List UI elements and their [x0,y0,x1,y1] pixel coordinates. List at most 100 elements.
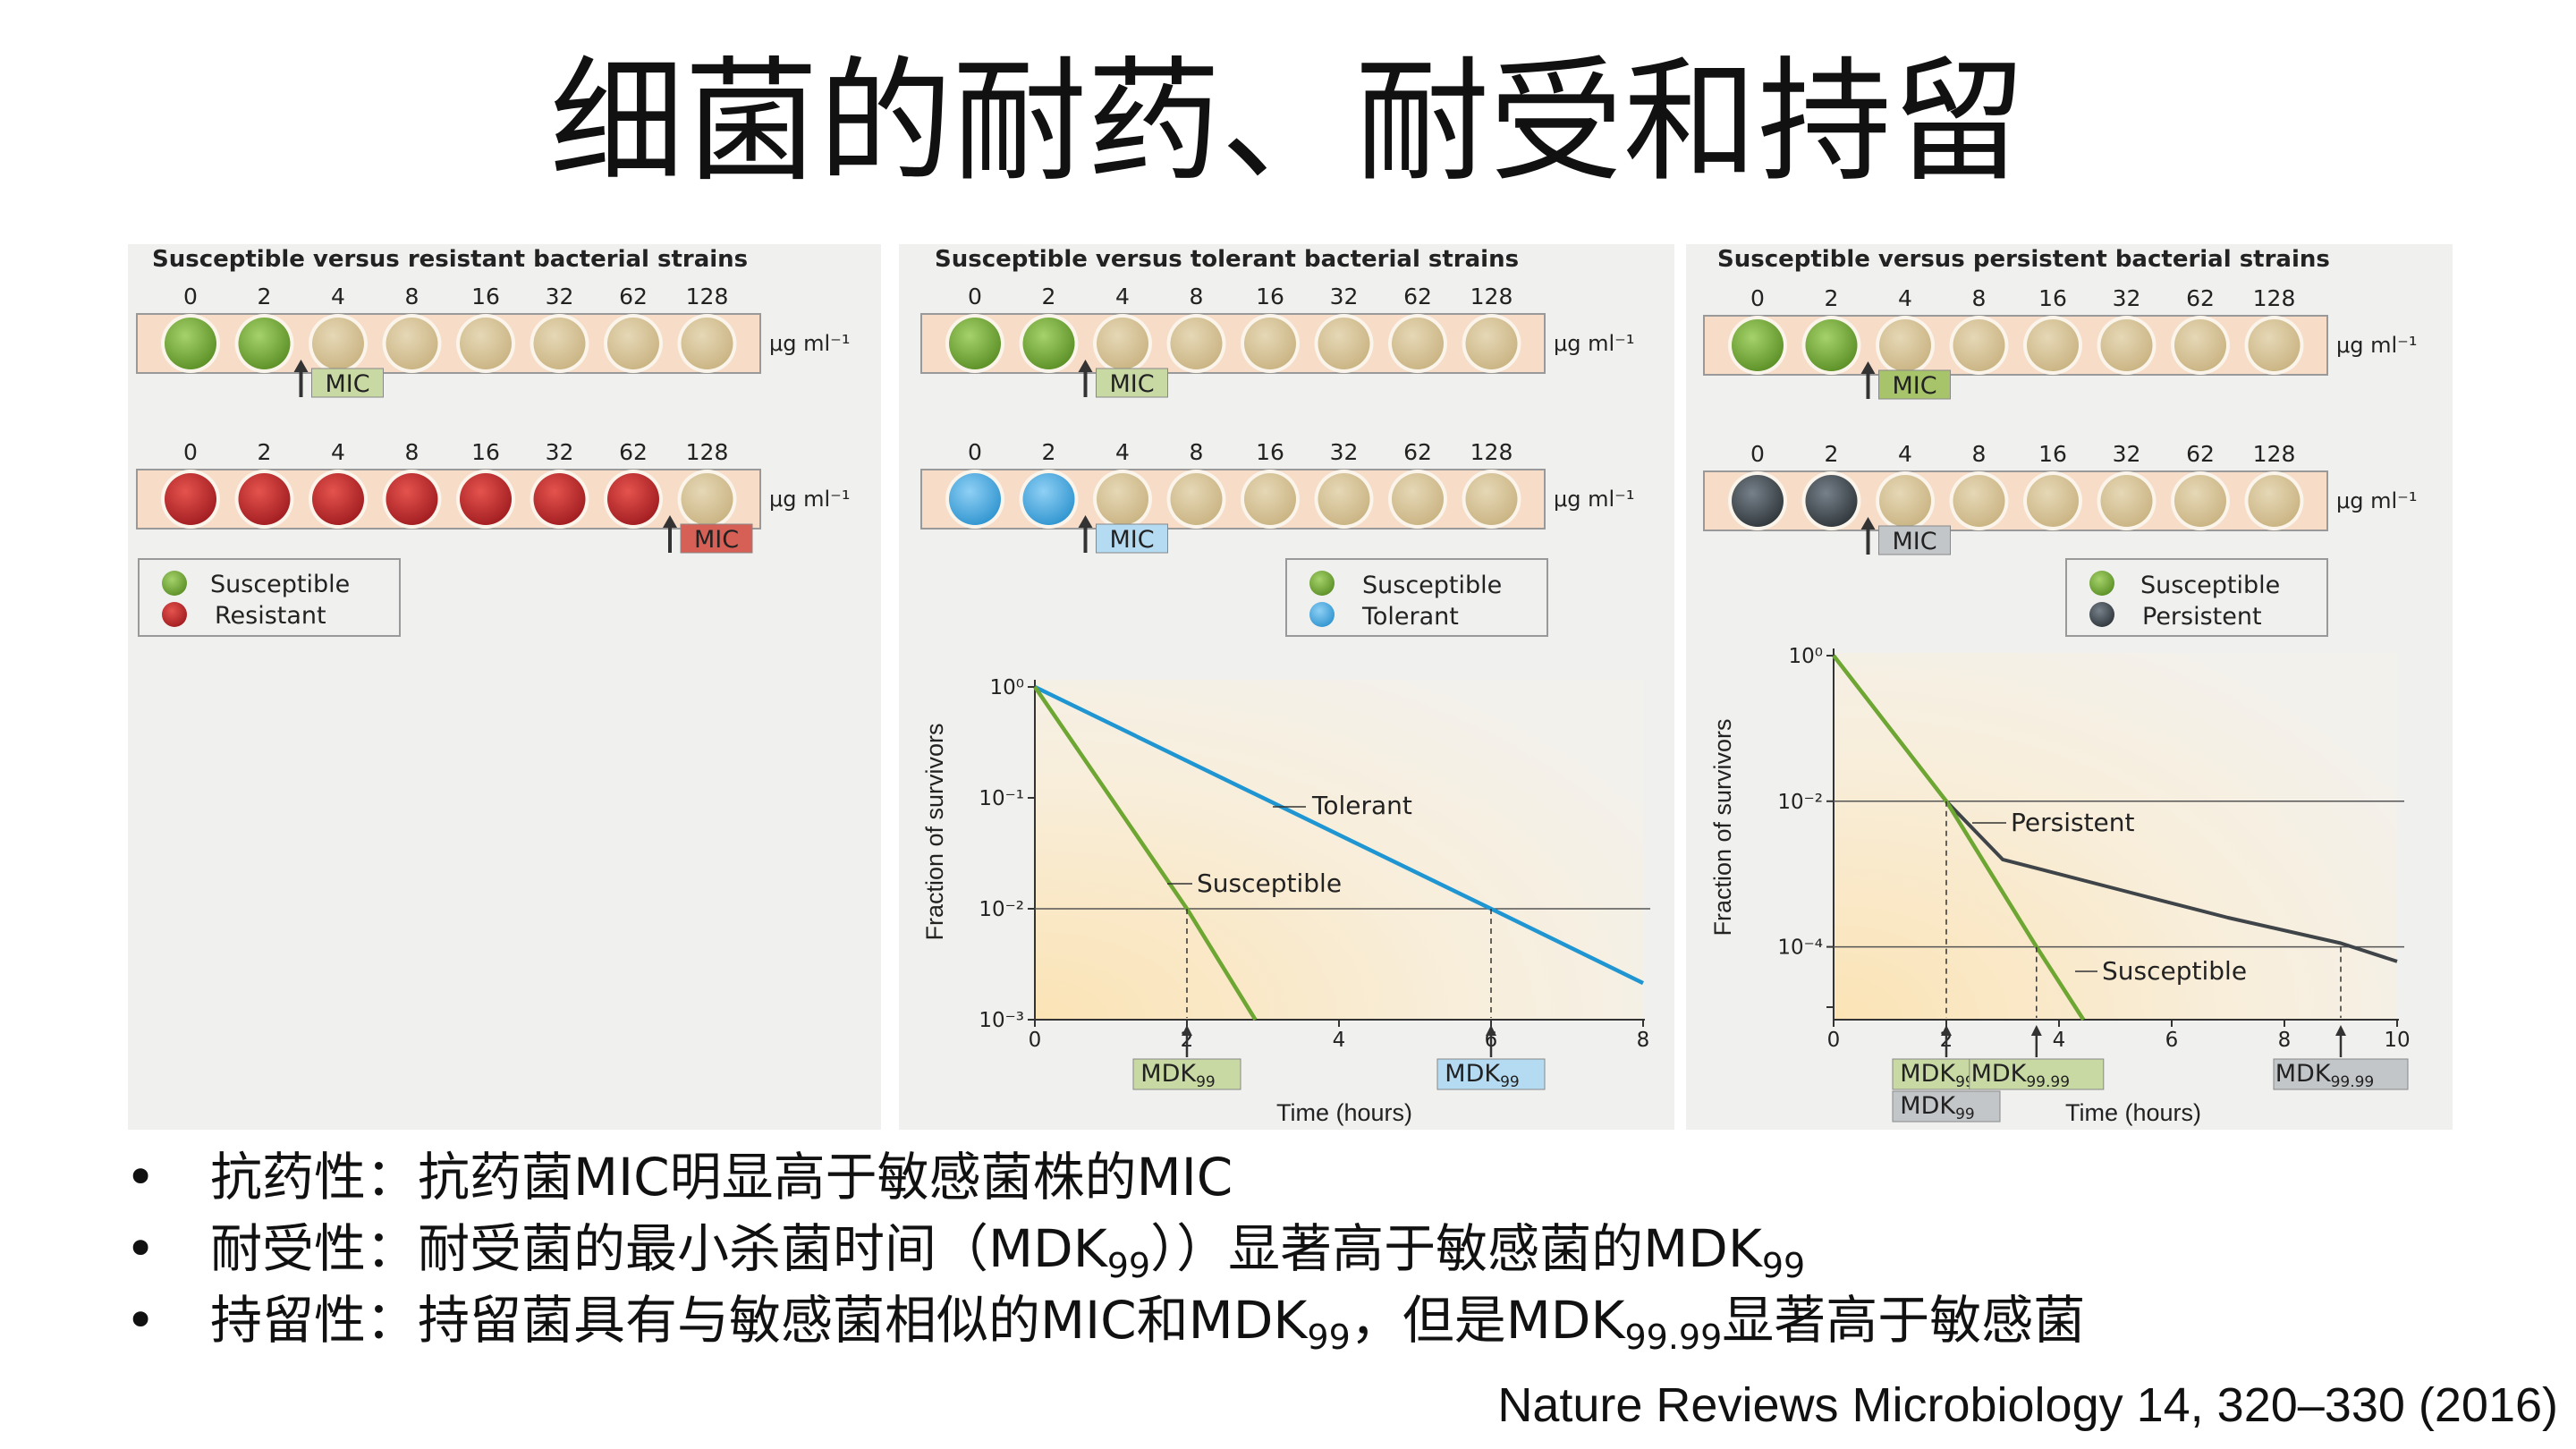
mic-label: MIC [1109,526,1154,554]
well-beige [2248,319,2301,371]
legend-tolerant: Susceptible Tolerant [1285,558,1548,637]
concentration-label: 8 [405,439,419,465]
concentration-label: 128 [2253,285,2296,311]
y-tick-label: 10⁻⁴ [1777,936,1823,960]
plate-rows: 0 2 4 8 16 32 62 128 μg ml⁻¹ MIC 0 2 4 8 16 32 62 128 μg m… [136,284,2417,555]
well-beige [2100,475,2153,527]
well-beige [2174,475,2226,527]
legend-label-susceptible: Susceptible [1362,572,1502,599]
concentration-label: 4 [1898,285,1912,311]
x-axis-label-persistent: Time (hours) [2065,1099,2201,1126]
concentration-label: 62 [1403,439,1432,465]
mdk-label: MDK99 [1140,1060,1215,1091]
well-beige [1318,318,1370,369]
mic-box [680,523,753,554]
bullet-resistance: 抗药性：抗药菌MIC明显高于敏感菌株的MIC [125,1141,2085,1213]
mic-label: MIC [1892,372,1936,400]
concentration-label: 8 [1972,441,1987,467]
well-beige [681,473,733,525]
mic-arrow-head [1078,515,1093,528]
mdk-label-subscript: 99.99 [2331,1073,2375,1091]
well-beige [533,318,586,369]
well-beige [681,318,733,369]
mdk-label: MDK99 [1900,1092,1974,1123]
concentration-label: 0 [968,439,982,465]
concentration-label: 4 [1115,439,1130,465]
concentration-label: 8 [405,284,419,309]
series-line-susceptible [1832,654,2086,1021]
mdk-label-main: MDK [1140,1060,1197,1088]
concentration-label: 32 [1330,284,1359,309]
mic-box [1878,369,1951,400]
unit-label: μg ml⁻¹ [769,331,850,356]
bullet-list: 抗药性：抗药菌MIC明显高于敏感菌株的MIC 耐受性：耐受菌的最小杀菌时间（MD… [125,1141,2085,1356]
panel-title-resistant: Susceptible versus resistant bacterial s… [152,246,748,273]
plate-row-resistant-1: 0 2 4 8 16 32 62 128 μg ml⁻¹ MIC [136,284,850,398]
mdk-label-subscript: 99.99 [2026,1073,2070,1091]
mdk-label-main: MDK [1971,1060,2028,1088]
charts: 10⁰10⁻¹10⁻²10⁻³02468TolerantSusceptibleM… [979,645,2410,1123]
well-red [533,473,586,525]
concentration-label: 32 [546,284,574,309]
mdk-label-main: MDK [2275,1060,2332,1088]
bullet-text: 持留性：持留菌具有与敏感菌相似的MIC和MDK [210,1290,1308,1351]
well-blue [949,473,1001,525]
well-red [238,473,291,525]
series-label-susceptible: Susceptible [2102,956,2247,986]
unit-label: μg ml⁻¹ [2336,488,2417,513]
well-red [165,473,216,525]
well-beige [1953,475,2005,527]
concentration-label: 2 [258,284,272,309]
well-beige [1465,318,1518,369]
chart-persistent-area [1834,653,2397,1020]
plate-row-resistant-2: 0 2 4 8 16 32 62 128 μg ml⁻¹ MIC [136,439,850,554]
well-green [949,318,1001,369]
plate-row-tolerant-2: 0 2 4 8 16 32 62 128 μg ml⁻¹ MIC [920,439,1634,554]
well-beige [1879,319,1931,371]
mic-box [1878,525,1951,555]
subscript: 99 [1106,1246,1151,1285]
bullet-text: ））显著高于敏感菌的MDK [1150,1218,1762,1279]
plate-strip [1703,315,2328,376]
y-tick-label: 10⁰ [1789,645,1824,668]
chart-tolerant: 10⁰10⁻¹10⁻²10⁻³02468TolerantSusceptibleM… [979,676,1650,1091]
x-tick-label: 8 [1637,1029,1650,1052]
x-axis-label-tolerant: Time (hours) [1276,1099,1412,1126]
mdk-label-main: MDK [1900,1092,1956,1120]
well-green [1805,319,1858,371]
concentration-label: 62 [2186,285,2215,311]
bullet-tolerance: 耐受性：耐受菌的最小杀菌时间（MDK99））显著高于敏感菌的MDK99 [125,1213,2085,1284]
mic-label: MIC [1892,528,1936,555]
well-green [165,318,216,369]
well-red [460,473,512,525]
well-beige [312,318,364,369]
concentration-label: 62 [619,284,648,309]
mdk-label: MDK99.99 [1971,1060,2070,1091]
mic-box [311,368,384,398]
well-beige [1170,473,1223,525]
x-tick-label: 6 [2165,1029,2179,1052]
mdk-label-main: MDK [1445,1060,1501,1088]
mdk-label-subscript: 99 [1196,1073,1216,1091]
mic-label: MIC [325,370,369,398]
concentration-label: 128 [686,284,729,309]
mdk-box [1969,1058,2105,1090]
plate-strip [136,469,761,530]
mic-arrow-head [1078,360,1093,372]
concentration-label: 8 [1972,285,1987,311]
plate-strip [920,469,1546,530]
concentration-label: 128 [686,439,729,465]
concentration-label: 16 [2038,285,2067,311]
mic-label: MIC [694,526,739,554]
mdk-label: MDK99 [1445,1060,1519,1091]
y-tick-label: 10⁻² [1777,791,1823,814]
legend-swatch-susceptible [1309,571,1335,596]
citation: Nature Reviews Microbiology 14, 320–330 … [1497,1378,2558,1432]
mdk-arrow-head [1941,1025,1952,1036]
x-tick-label: 0 [1029,1029,1042,1052]
concentration-label: 128 [2253,441,2296,467]
concentration-label: 62 [1403,284,1432,309]
concentration-label: 16 [471,439,500,465]
well-dark [1732,475,1784,527]
plate-row-tolerant-1: 0 2 4 8 16 32 62 128 μg ml⁻¹ MIC [920,284,1634,398]
